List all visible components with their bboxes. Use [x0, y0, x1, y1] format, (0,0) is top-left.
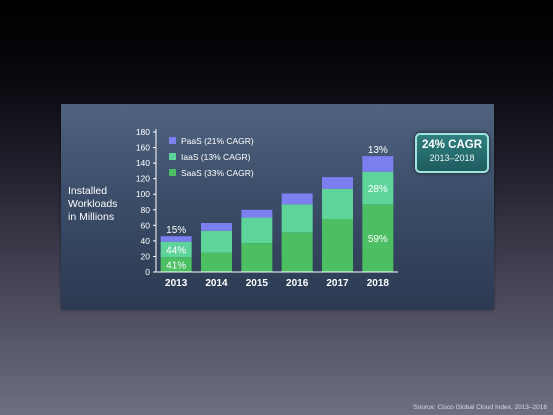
- legend-group: PaaS (21% CAGR) IaaS (13% CAGR) SaaS (33% …: [169, 136, 254, 178]
- y-tick-label-0: 0: [145, 267, 150, 277]
- bar-iaas-2017: [322, 188, 353, 220]
- data-label-2018-iaas: 28%: [368, 184, 388, 195]
- data-label-2013-saas: 41%: [166, 261, 186, 272]
- legend-label-paas: PaaS (21% CAGR): [181, 136, 254, 146]
- x-tick-label-2014: 2014: [205, 278, 228, 289]
- cagr-headline: 24% CAGR: [421, 139, 483, 151]
- y-tick-label-20: 20: [141, 251, 151, 261]
- axes-group: 0 20 40 60 80 100 120 140 160 180 2013 2014 2015 2016…: [136, 127, 398, 289]
- legend-swatch-iaas: [169, 153, 176, 160]
- bar-saas-2015: [241, 243, 273, 272]
- y-axis-label-line-2: Workloads: [68, 198, 118, 210]
- data-label-2013-paas: 15%: [166, 225, 186, 236]
- bar-saas-2018: [362, 204, 394, 272]
- bar-saas-2013: [160, 257, 192, 272]
- x-tick-label-2017: 2017: [326, 278, 349, 289]
- legend-swatch-saas: [169, 169, 176, 176]
- bars-group: [160, 156, 394, 272]
- legend-swatch-paas: [169, 137, 176, 144]
- data-label-2018-saas: 59%: [368, 234, 388, 245]
- bar-saas-2014: [201, 252, 232, 272]
- cagr-period: 2013–2018: [429, 153, 475, 163]
- annotations-group: 15% 44% 41% 13% 28% 59%: [166, 145, 388, 272]
- legend-label-saas: SaaS (33% CAGR): [181, 168, 254, 178]
- y-tick-label-100: 100: [136, 189, 150, 199]
- bar-paas-2015: [241, 209, 273, 218]
- bar-paas-2016: [281, 193, 313, 205]
- y-tick-label-160: 160: [136, 143, 150, 153]
- y-tick-label-60: 60: [141, 220, 151, 230]
- y-tick-label-140: 140: [136, 158, 150, 168]
- y-tick-label-80: 80: [141, 205, 151, 215]
- bar-iaas-2014: [201, 230, 232, 253]
- bar-saas-2017: [322, 219, 353, 272]
- data-label-2013-iaas: 44%: [166, 245, 186, 256]
- x-tick-label-2018: 2018: [367, 278, 390, 289]
- y-tick-label-180: 180: [136, 127, 150, 137]
- bar-paas-2013: [160, 236, 192, 242]
- source-note: Source: Cisco Global Cloud Index, 2013–2…: [413, 404, 547, 411]
- bar-saas-2016: [281, 232, 313, 272]
- bar-paas-2018: [362, 156, 394, 172]
- bar-iaas-2013: [160, 241, 192, 258]
- x-tick-label-2016: 2016: [286, 278, 309, 289]
- y-tick-label-40: 40: [141, 236, 151, 246]
- cagr-callout: 24% CAGR 2013–2018: [415, 133, 489, 173]
- y-axis-label-line-1: Installed: [68, 185, 108, 197]
- x-tick-label-2013: 2013: [165, 278, 188, 289]
- bar-iaas-2015: [241, 217, 273, 244]
- bar-iaas-2018: [362, 171, 394, 205]
- y-axis-label-line-3: in Millions: [68, 211, 115, 223]
- legend-label-iaas: IaaS (13% CAGR): [181, 152, 251, 162]
- bar-paas-2017: [322, 177, 353, 189]
- y-axis-label: Installed Workloads in Millions: [68, 185, 148, 224]
- data-label-2018-paas: 13%: [368, 145, 388, 156]
- bar-paas-2014: [201, 223, 232, 231]
- x-tick-label-2015: 2015: [246, 278, 269, 289]
- bar-iaas-2016: [281, 204, 313, 233]
- y-tick-label-120: 120: [136, 174, 150, 184]
